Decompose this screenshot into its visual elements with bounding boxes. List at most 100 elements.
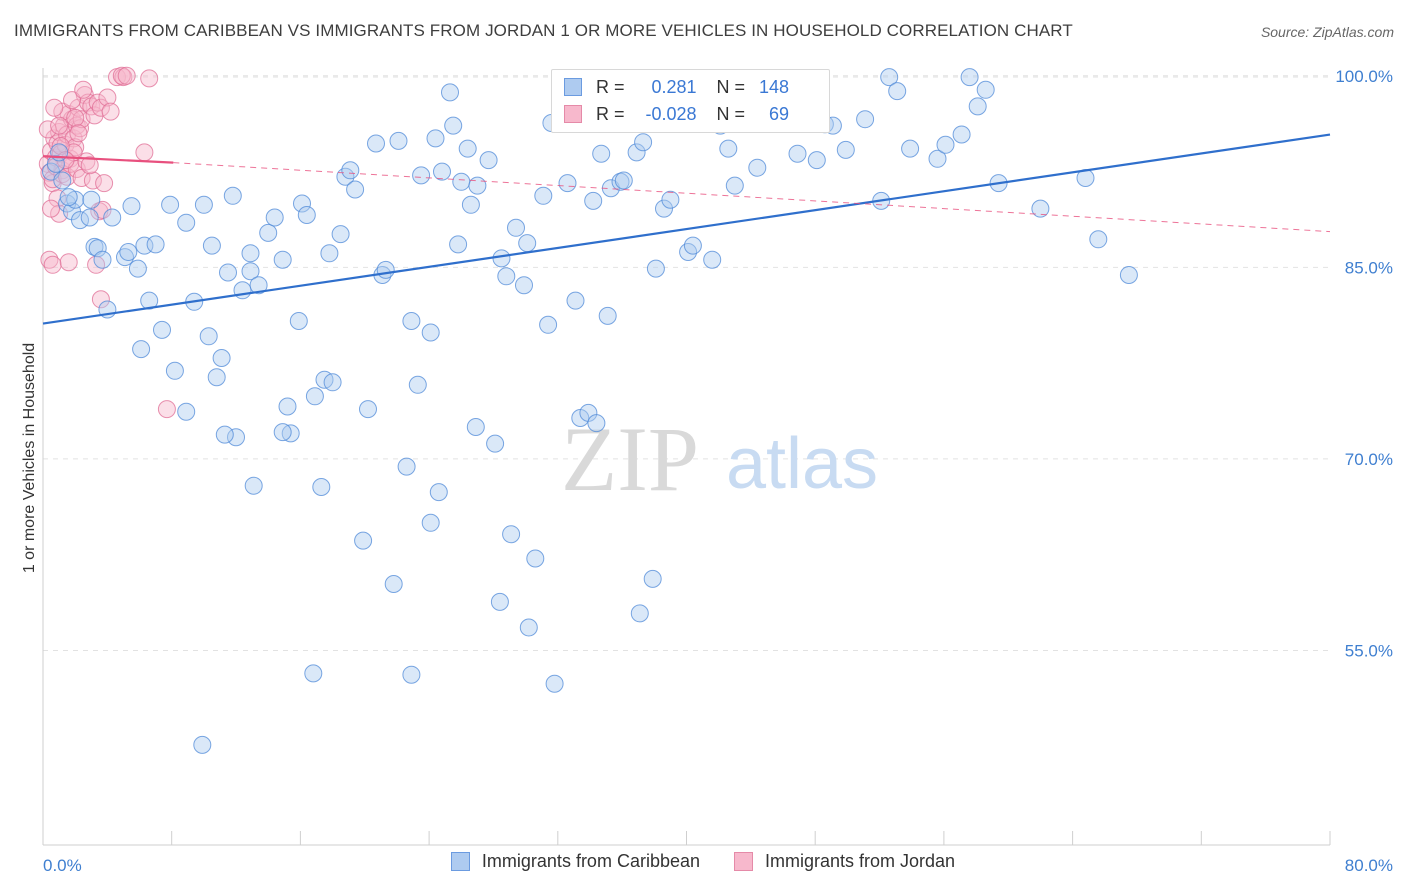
caribbean-point bbox=[461, 195, 480, 214]
series-legend-jordan: Immigrants from Jordan bbox=[734, 851, 955, 872]
caribbean-point bbox=[304, 664, 323, 683]
x-tick-label-min: 0.0% bbox=[43, 856, 82, 875]
caribbean-point bbox=[719, 139, 738, 158]
caribbean-point bbox=[466, 418, 485, 436]
legend-row-caribbean: R = 0.281 N = 148 bbox=[564, 74, 789, 100]
caribbean-point bbox=[408, 375, 427, 394]
caribbean-point bbox=[212, 349, 231, 367]
jordan-point bbox=[45, 98, 64, 117]
caribbean-point bbox=[233, 281, 252, 300]
caribbean-point bbox=[634, 133, 653, 152]
caribbean-point bbox=[566, 291, 585, 310]
caribbean-point bbox=[161, 195, 180, 214]
jordan-point bbox=[42, 199, 60, 218]
jordan-point bbox=[91, 98, 110, 117]
caribbean-point bbox=[146, 235, 165, 254]
caribbean-point bbox=[468, 176, 487, 195]
caribbean-point bbox=[177, 402, 196, 421]
caribbean-point bbox=[359, 400, 377, 419]
jordan-point bbox=[40, 250, 59, 269]
jordan-point bbox=[91, 290, 110, 309]
caribbean-point bbox=[960, 68, 979, 87]
caribbean-point bbox=[207, 368, 226, 387]
caribbean-point bbox=[429, 483, 448, 502]
caribbean-point bbox=[376, 260, 395, 279]
caribbean-point bbox=[976, 80, 995, 99]
jordan-point bbox=[95, 174, 114, 193]
y-tick-labels: 100.0% 85.0% 70.0% 55.0% bbox=[1335, 67, 1393, 661]
caribbean-point bbox=[426, 129, 445, 148]
caribbean-point bbox=[646, 259, 665, 278]
caribbean-point bbox=[968, 97, 987, 116]
jordan-point bbox=[66, 108, 85, 127]
caribbean-point bbox=[88, 239, 107, 258]
caribbean-point bbox=[273, 250, 292, 269]
caribbean-point bbox=[661, 190, 680, 209]
caribbean-point bbox=[836, 140, 855, 159]
caribbean-point bbox=[289, 312, 308, 330]
caribbean-point bbox=[584, 191, 603, 210]
caribbean-point bbox=[402, 312, 421, 330]
y-axis-title: 1 or more Vehicles in Household bbox=[21, 343, 38, 573]
jordan-points bbox=[38, 66, 176, 419]
jordan-point bbox=[83, 171, 102, 190]
trend-lines bbox=[42, 133, 1331, 325]
correlation-legend: R = 0.281 N = 148 R = -0.028 N = 69 bbox=[551, 69, 830, 133]
legend-n-value: 69 bbox=[769, 103, 790, 124]
caribbean-point bbox=[215, 425, 234, 444]
y-tick-label: 85.0% bbox=[1345, 258, 1393, 277]
jordan-point bbox=[63, 91, 81, 110]
jordan-trend-line bbox=[42, 155, 174, 164]
caribbean-point bbox=[679, 243, 698, 261]
jordan-point bbox=[56, 151, 75, 170]
caribbean-point bbox=[199, 327, 218, 346]
caribbean-point bbox=[433, 162, 451, 181]
watermark-zip: ZIP bbox=[561, 408, 699, 510]
caribbean-point bbox=[278, 397, 297, 416]
jordan-point bbox=[69, 124, 88, 143]
caribbean-point bbox=[273, 423, 292, 442]
axes bbox=[42, 68, 1331, 846]
caribbean-point bbox=[341, 161, 360, 180]
jordan-point bbox=[117, 66, 136, 85]
caribbean-point bbox=[1031, 199, 1050, 218]
caribbean-point bbox=[346, 180, 365, 199]
series-swatch-caribbean bbox=[450, 852, 470, 871]
jordan-point bbox=[112, 66, 131, 85]
watermark: ZIP atlas bbox=[561, 408, 878, 510]
caribbean-point bbox=[534, 186, 553, 205]
caribbean-point bbox=[312, 478, 331, 496]
caribbean-point bbox=[202, 236, 221, 255]
legend-r-value: -0.028 bbox=[645, 103, 697, 124]
caribbean-point bbox=[85, 237, 104, 256]
caribbean-point bbox=[249, 276, 268, 295]
caribbean-point bbox=[502, 525, 521, 544]
caribbean-point bbox=[683, 236, 702, 255]
caribbean-point bbox=[703, 250, 722, 269]
caribbean-point bbox=[856, 110, 875, 129]
caribbean-point bbox=[80, 208, 99, 227]
caribbean-point bbox=[331, 225, 350, 244]
series-label-jordan: Immigrants from Jordan bbox=[765, 851, 956, 871]
caribbean-point bbox=[119, 243, 138, 261]
caribbean-point bbox=[402, 665, 421, 684]
caribbean-point bbox=[558, 174, 577, 193]
jordan-point bbox=[135, 143, 154, 162]
caribbean-point bbox=[293, 194, 311, 213]
caribbean-point bbox=[490, 592, 509, 611]
caribbean-point bbox=[526, 549, 545, 568]
caribbean-point bbox=[748, 158, 767, 177]
caribbean-point bbox=[165, 361, 184, 380]
caribbean-point bbox=[952, 125, 971, 144]
caribbean-point bbox=[643, 569, 662, 588]
series-swatch-jordan bbox=[734, 852, 753, 871]
caribbean-point bbox=[807, 151, 826, 170]
caribbean-point bbox=[367, 134, 385, 153]
caribbean-point bbox=[116, 248, 134, 267]
caribbean-point bbox=[788, 144, 807, 163]
caribbean-point bbox=[452, 172, 471, 191]
legend-r-label: R = bbox=[596, 103, 625, 124]
y-tick-label: 100.0% bbox=[1335, 67, 1393, 86]
caribbean-point bbox=[354, 531, 373, 550]
caribbean-point bbox=[519, 618, 538, 637]
